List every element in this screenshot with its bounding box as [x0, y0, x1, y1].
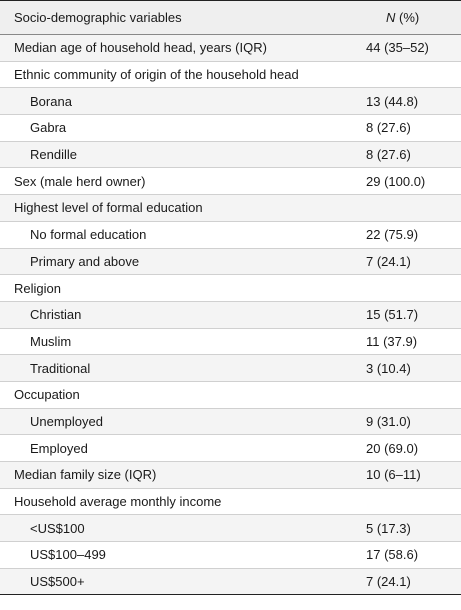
row-label: Occupation [14, 387, 80, 403]
row-label: Gabra [30, 120, 67, 136]
table-row: <US$100 5 (17.3) [0, 515, 461, 543]
table-row: Household average monthly income [0, 489, 461, 516]
row-label: <US$100 [30, 520, 85, 536]
row-label: Primary and above [30, 253, 140, 269]
row-value: 10 (6–11) [366, 467, 421, 483]
table-row: Muslim 11 (37.9) [0, 329, 461, 356]
row-value: 8 (27.6) [366, 147, 411, 163]
header-n-percent: N (%) [386, 10, 419, 25]
header-n: N [386, 10, 396, 25]
row-value: 17 (58.6) [366, 547, 419, 563]
row-label: Median family size (IQR) [14, 467, 157, 483]
table-row: Median family size (IQR) 10 (6–11) [0, 462, 461, 489]
row-value: 15 (51.7) [366, 307, 419, 323]
row-label: Ethnic community of origin of the househ… [14, 67, 299, 83]
table-row: Median age of household head, years (IQR… [0, 35, 461, 62]
row-value: 29 (100.0) [366, 173, 426, 189]
row-label: Traditional [30, 360, 91, 376]
table-row: Christian 15 (51.7) [0, 301, 461, 329]
header-pct: (%) [395, 10, 420, 25]
row-value: 9 (31.0) [366, 413, 411, 429]
row-label: No formal education [30, 227, 147, 243]
row-label: Household average monthly income [14, 494, 222, 510]
row-label: Borana [30, 93, 72, 109]
table-header-row: Socio-demographic variables N (%) [0, 1, 461, 35]
row-value: 5 (17.3) [366, 520, 411, 536]
row-value: 7 (24.1) [366, 253, 411, 269]
table-row: Ethnic community of origin of the househ… [0, 62, 461, 89]
row-value: 11 (37.9) [366, 333, 418, 349]
row-label: Religion [14, 280, 61, 296]
table-row: Religion [0, 275, 461, 302]
row-value: 44 (35–52) [366, 40, 429, 56]
row-label: US$500+ [30, 574, 85, 590]
row-label: Median age of household head, years (IQR… [14, 40, 267, 56]
table-row: Occupation [0, 382, 461, 409]
row-label: Highest level of formal education [14, 200, 203, 216]
socio-demographic-table: Socio-demographic variables N (%) Median… [0, 0, 461, 596]
row-label: Christian [30, 307, 82, 323]
row-label: Rendille [30, 147, 77, 163]
row-value: 22 (75.9) [366, 227, 419, 243]
row-label: Employed [30, 440, 88, 456]
table-row: Borana 13 (44.8) [0, 88, 461, 116]
table-row: Sex (male herd owner) 29 (100.0) [0, 168, 461, 196]
row-value: 8 (27.6) [366, 120, 411, 136]
table-row: US$500+ 7 (24.1) [0, 568, 461, 596]
header-variable: Socio-demographic variables [14, 10, 182, 25]
table-row: Unemployed 9 (31.0) [0, 408, 461, 436]
row-value: 3 (10.4) [366, 360, 411, 376]
row-value: 20 (69.0) [366, 440, 419, 456]
table-row: Gabra 8 (27.6) [0, 115, 461, 142]
row-label: Sex (male herd owner) [14, 173, 146, 189]
table-row: Traditional 3 (10.4) [0, 355, 461, 382]
row-label: Muslim [30, 333, 72, 349]
row-value: 13 (44.8) [366, 93, 419, 109]
row-label: US$100–499 [30, 547, 106, 563]
row-label: Unemployed [30, 413, 103, 429]
table-row: Primary and above 7 (24.1) [0, 248, 461, 276]
table-row: Employed 20 (69.0) [0, 435, 461, 462]
table-row: US$100–499 17 (58.6) [0, 542, 461, 569]
table-row: Rendille 8 (27.6) [0, 141, 461, 169]
table-row: No formal education 22 (75.9) [0, 222, 461, 249]
table-row: Highest level of formal education [0, 195, 461, 222]
row-value: 7 (24.1) [366, 574, 411, 590]
